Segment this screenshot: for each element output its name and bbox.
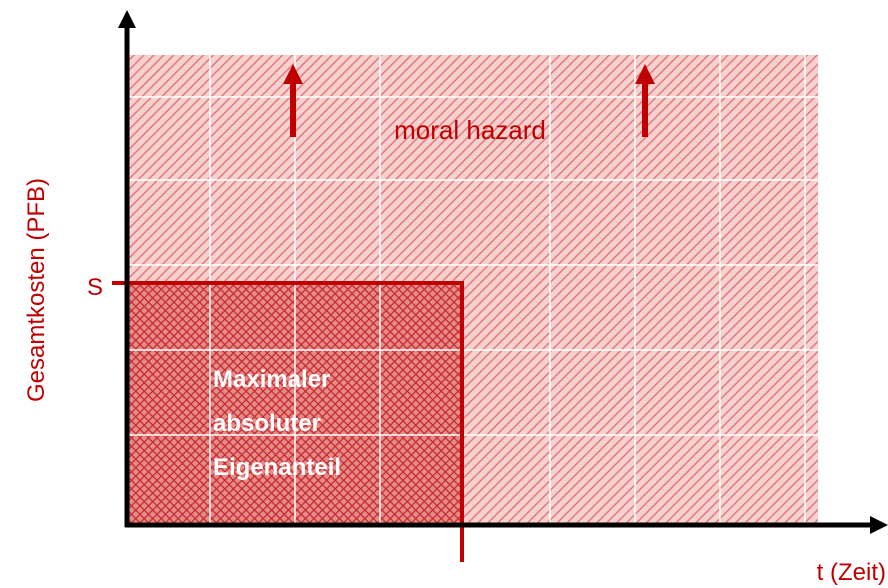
moral-hazard-label: moral hazard: [394, 115, 546, 145]
axes: [118, 10, 888, 534]
y-axis-label: Gesamtkosten (PFB): [23, 178, 50, 402]
x-axis-label: t (Zeit): [817, 559, 886, 586]
region-label: Eigenanteil: [213, 454, 341, 481]
region-label: Maximaler: [213, 366, 330, 393]
limit-lines: [112, 281, 464, 562]
threshold-label: S: [87, 274, 103, 301]
region-label: absoluter: [213, 410, 321, 437]
grid: [127, 55, 818, 525]
arrows: [283, 64, 655, 137]
